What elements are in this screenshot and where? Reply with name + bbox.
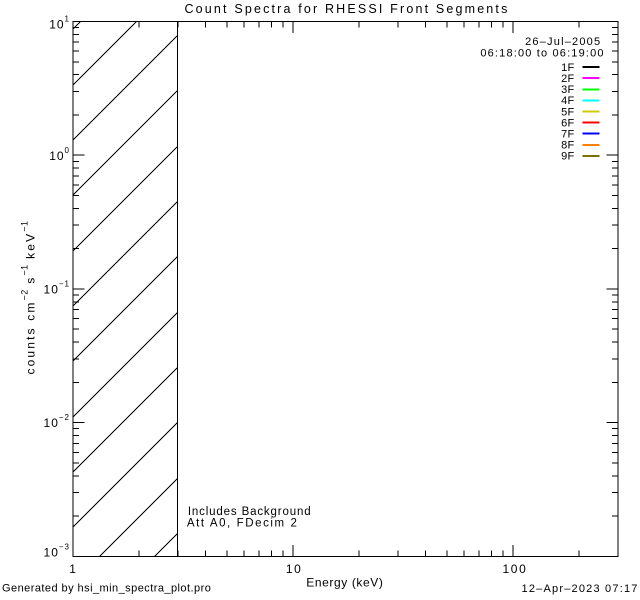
svg-text:4F: 4F — [561, 95, 574, 107]
svg-text:counts cm−2​ s−1​ keV−1: counts cm−2​ s−1​ keV−1 — [20, 220, 38, 374]
svg-text:Includes Background: Includes Background — [188, 506, 312, 518]
svg-text:12–Apr–2023 07:17: 12–Apr–2023 07:17 — [522, 583, 639, 595]
svg-text:Att A0, FDecim 2: Att A0, FDecim 2 — [187, 517, 299, 529]
svg-text:Generated by hsi_min_spectra_p: Generated by hsi_min_spectra_plot.pro — [2, 583, 211, 595]
svg-text:Count Spectra for RHESSI Front: Count Spectra for RHESSI Front Segments — [184, 2, 509, 16]
svg-text:7F: 7F — [561, 129, 574, 141]
svg-text:100: 100 — [502, 562, 527, 576]
svg-text:10: 10 — [286, 562, 303, 576]
svg-text:06:18:00 to 06:19:00: 06:18:00 to 06:19:00 — [480, 47, 604, 59]
svg-text:26–Jul–2005: 26–Jul–2005 — [525, 36, 601, 48]
svg-text:3F: 3F — [561, 84, 574, 96]
svg-text:1F: 1F — [561, 62, 574, 74]
svg-text:2F: 2F — [561, 73, 574, 85]
svg-text:1: 1 — [69, 562, 76, 576]
svg-text:5F: 5F — [561, 106, 574, 118]
svg-text:100: 100 — [49, 146, 70, 163]
svg-text:101: 101 — [49, 15, 70, 32]
svg-text:6F: 6F — [561, 117, 574, 129]
svg-text:8F: 8F — [561, 140, 574, 152]
svg-text:Energy (keV): Energy (keV) — [306, 575, 383, 589]
svg-text:9F: 9F — [561, 151, 574, 163]
